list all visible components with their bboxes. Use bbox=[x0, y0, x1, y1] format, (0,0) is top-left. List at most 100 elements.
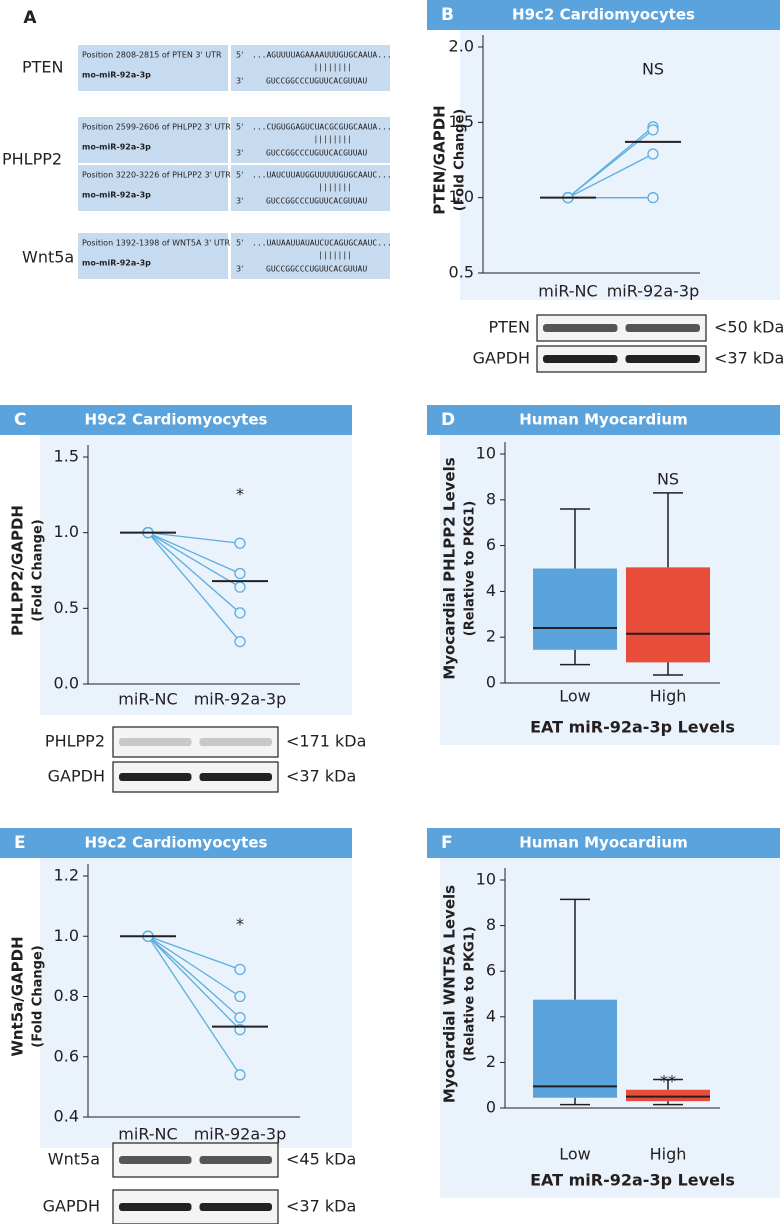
blot-size: <37 kDa bbox=[714, 349, 783, 368]
blot-label: PTEN bbox=[489, 318, 531, 337]
x-tick-label: High bbox=[650, 1145, 687, 1164]
x-tick-label: Low bbox=[559, 687, 591, 706]
pairing: |||||||| bbox=[313, 135, 352, 144]
y-axis-label-2: (Relative to PKG1) bbox=[463, 926, 478, 1061]
y-axis-label-2: (Fold Change) bbox=[31, 519, 46, 621]
pairing: ||||||| bbox=[318, 251, 352, 260]
prime5: 5' bbox=[236, 239, 243, 248]
pair-line bbox=[147, 532, 241, 575]
prime3: 3' bbox=[236, 197, 243, 206]
panel-background bbox=[40, 858, 352, 1148]
blot-size: <37 kDa bbox=[286, 1197, 356, 1216]
pair-line bbox=[147, 935, 241, 1019]
point bbox=[234, 537, 246, 549]
blot-band bbox=[119, 1203, 192, 1211]
site-box-left bbox=[78, 45, 228, 91]
blot-label: GAPDH bbox=[473, 349, 530, 368]
site-box-left bbox=[78, 117, 228, 163]
prime3: 3' bbox=[236, 77, 243, 86]
prime5: 5' bbox=[236, 51, 243, 60]
y-tick-label: 1.5 bbox=[449, 112, 474, 131]
pair-line bbox=[147, 935, 241, 1031]
y-tick-label: 1.0 bbox=[449, 187, 474, 206]
blot-band bbox=[119, 773, 192, 781]
y-axis-label: Wnt5a/GAPDH bbox=[9, 936, 27, 1056]
site-position: Position 2599-2606 of PHLPP2 3' UTR bbox=[82, 123, 231, 132]
x-axis-label: EAT miR-92a-3p Levels bbox=[530, 1171, 735, 1190]
blot-size: <45 kDa bbox=[286, 1150, 356, 1169]
blot-band bbox=[199, 773, 272, 781]
blot-band bbox=[119, 1156, 192, 1164]
panel-header bbox=[427, 0, 780, 30]
panel-title: H9c2 Cardiomyocytes bbox=[85, 411, 268, 429]
site-box-right bbox=[231, 45, 390, 91]
site-box-right bbox=[231, 117, 390, 163]
panel-header bbox=[427, 405, 780, 435]
gene-name: Wnt5a bbox=[22, 248, 74, 267]
annotation: NS bbox=[657, 470, 679, 489]
y-tick-label: 8 bbox=[486, 915, 496, 934]
mirna-name: mo-miR-92a-3p bbox=[82, 191, 151, 200]
pair-line bbox=[147, 532, 241, 614]
panel-background bbox=[460, 30, 780, 300]
gene-name: PTEN bbox=[22, 58, 64, 77]
blot-band bbox=[625, 324, 700, 332]
site-position: Position 3220-3226 of PHLPP2 3' UTR bbox=[82, 171, 231, 180]
prime3: 3' bbox=[236, 149, 243, 158]
site-position: Position 2808-2815 of PTEN 3' UTR bbox=[82, 51, 222, 60]
panel-title: H9c2 Cardiomyocytes bbox=[512, 6, 695, 24]
x-tick-label: miR-NC bbox=[118, 690, 177, 709]
point bbox=[234, 1069, 246, 1081]
box bbox=[626, 1089, 710, 1102]
blot-band bbox=[199, 1156, 272, 1164]
target-seq: ...UAUCUUAUGGUUUUUGUGCAAUC... bbox=[252, 171, 392, 180]
prime3: 3' bbox=[236, 265, 243, 274]
panel-letter: C bbox=[14, 410, 26, 430]
x-tick-label: miR-NC bbox=[118, 1125, 177, 1144]
y-tick-label: 0.0 bbox=[54, 674, 79, 693]
y-tick-label: 0.4 bbox=[54, 1107, 79, 1126]
blot-size: <37 kDa bbox=[286, 767, 356, 786]
target-seq: ...CUGUGGAGUCUACGCGUGCAAUA... bbox=[252, 123, 392, 132]
y-tick-label: 6 bbox=[486, 535, 496, 554]
site-box-right bbox=[231, 233, 390, 279]
y-tick-label: 1.0 bbox=[54, 926, 79, 945]
y-axis-label: Myocardial WNT5A Levels bbox=[441, 885, 459, 1103]
pair-line bbox=[147, 532, 241, 643]
y-axis-label-2: (Fold Change) bbox=[453, 109, 468, 211]
box bbox=[626, 567, 710, 663]
blot-label: GAPDH bbox=[48, 767, 105, 786]
blot-size: <50 kDa bbox=[714, 318, 783, 337]
pair-line bbox=[147, 532, 241, 588]
point bbox=[647, 192, 659, 204]
box bbox=[533, 568, 617, 650]
x-tick-label: miR-92a-3p bbox=[194, 690, 287, 709]
y-axis-label-2: (Relative to PKG1) bbox=[463, 501, 478, 636]
y-tick-label: 0.5 bbox=[54, 598, 79, 617]
point bbox=[234, 567, 246, 580]
point bbox=[234, 963, 246, 976]
y-axis-label: PHLPP2/GAPDH bbox=[9, 505, 27, 636]
point bbox=[647, 148, 659, 160]
prime5: 5' bbox=[236, 123, 243, 132]
y-tick-label: 0 bbox=[486, 1098, 496, 1117]
x-tick-label: Low bbox=[559, 1145, 591, 1164]
pairing: |||||||| bbox=[313, 63, 352, 72]
mirna-name: mo-miR-92a-3p bbox=[82, 143, 151, 152]
point bbox=[234, 607, 246, 619]
y-tick-label: 2 bbox=[486, 1052, 496, 1071]
panel-header bbox=[0, 405, 352, 435]
pair-line bbox=[147, 935, 241, 970]
y-tick-label: 8 bbox=[486, 489, 496, 508]
y-tick-label: 1.2 bbox=[54, 866, 79, 885]
y-tick-label: 0.6 bbox=[54, 1046, 79, 1065]
y-tick-label: 0.8 bbox=[54, 986, 79, 1005]
panel-header bbox=[427, 828, 780, 858]
pair-line bbox=[147, 935, 241, 998]
y-tick-label: 10 bbox=[476, 444, 496, 463]
x-tick-label: miR-92a-3p bbox=[607, 282, 700, 301]
panel-letter: D bbox=[441, 410, 455, 430]
panel-letter: F bbox=[441, 833, 453, 853]
panel-header bbox=[0, 828, 352, 858]
